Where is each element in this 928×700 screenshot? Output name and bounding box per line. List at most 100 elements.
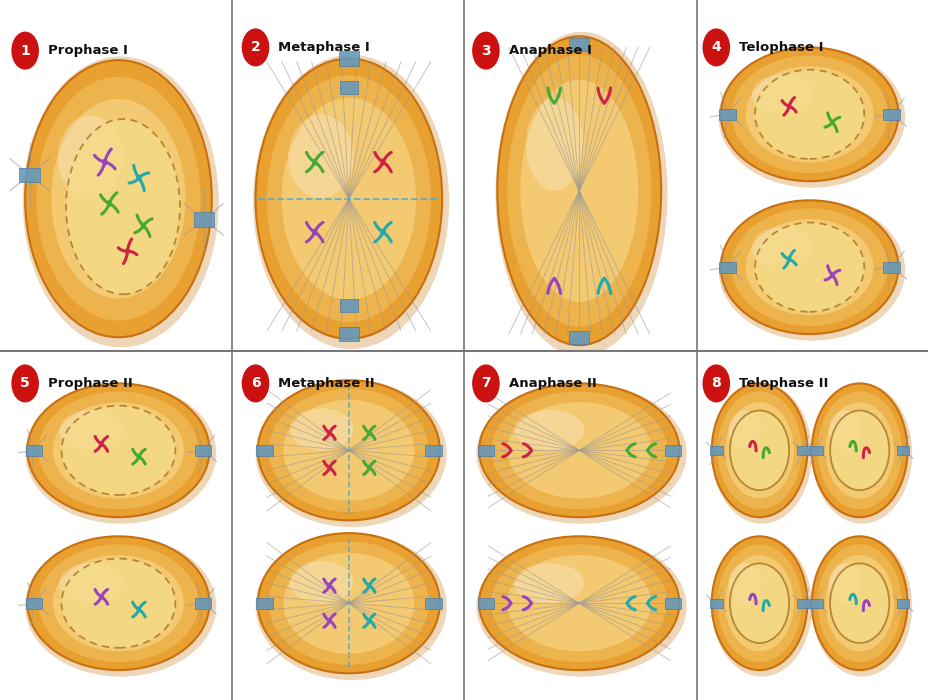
Text: 8: 8 <box>711 377 720 391</box>
Bar <box>896 446 909 455</box>
Bar <box>340 81 357 94</box>
Bar <box>256 444 273 456</box>
Ellipse shape <box>27 384 209 517</box>
Ellipse shape <box>729 410 788 490</box>
Bar <box>718 262 735 273</box>
Circle shape <box>108 201 111 206</box>
Circle shape <box>328 619 330 622</box>
Ellipse shape <box>507 55 651 327</box>
Ellipse shape <box>725 555 793 651</box>
Ellipse shape <box>711 384 806 517</box>
Bar <box>26 598 42 609</box>
Circle shape <box>472 365 498 402</box>
Ellipse shape <box>718 200 904 341</box>
Ellipse shape <box>728 410 761 450</box>
Circle shape <box>313 160 316 164</box>
Ellipse shape <box>811 384 907 517</box>
Text: Metaphase I: Metaphase I <box>278 41 369 54</box>
Bar <box>568 38 589 50</box>
Bar <box>195 598 211 609</box>
Ellipse shape <box>59 410 122 450</box>
Ellipse shape <box>830 564 888 643</box>
Ellipse shape <box>255 59 442 339</box>
Ellipse shape <box>824 402 893 498</box>
Ellipse shape <box>479 536 678 670</box>
Circle shape <box>367 466 370 470</box>
Circle shape <box>313 230 316 235</box>
Circle shape <box>100 442 103 446</box>
Ellipse shape <box>58 116 123 199</box>
Ellipse shape <box>268 542 429 665</box>
Ellipse shape <box>751 74 813 114</box>
Ellipse shape <box>520 80 638 302</box>
Ellipse shape <box>730 55 887 173</box>
Text: 1: 1 <box>20 43 30 57</box>
Circle shape <box>328 466 330 470</box>
Ellipse shape <box>495 32 667 356</box>
Bar <box>256 598 273 609</box>
Circle shape <box>328 584 330 587</box>
Ellipse shape <box>711 536 811 677</box>
Ellipse shape <box>496 36 661 345</box>
Ellipse shape <box>290 408 353 450</box>
Bar <box>709 446 722 455</box>
Text: 2: 2 <box>251 41 260 55</box>
Ellipse shape <box>255 533 446 680</box>
Bar <box>193 212 213 227</box>
Circle shape <box>830 273 833 277</box>
Ellipse shape <box>476 384 686 524</box>
Circle shape <box>12 32 38 69</box>
Circle shape <box>142 223 145 228</box>
Circle shape <box>702 29 728 66</box>
Bar <box>795 598 808 608</box>
Circle shape <box>367 584 370 587</box>
Bar <box>340 299 357 312</box>
Bar <box>664 598 680 609</box>
Circle shape <box>472 32 498 69</box>
Ellipse shape <box>25 60 212 337</box>
Ellipse shape <box>491 391 666 509</box>
Bar <box>477 598 494 609</box>
Circle shape <box>367 431 370 435</box>
Ellipse shape <box>507 402 651 498</box>
Ellipse shape <box>720 48 897 181</box>
Ellipse shape <box>36 77 200 321</box>
Bar <box>809 446 822 455</box>
Text: 5: 5 <box>20 377 30 391</box>
Ellipse shape <box>513 410 584 450</box>
Bar <box>883 262 899 273</box>
Circle shape <box>328 431 330 435</box>
Ellipse shape <box>27 536 209 670</box>
Circle shape <box>702 365 728 402</box>
Ellipse shape <box>745 219 872 315</box>
Ellipse shape <box>718 48 904 188</box>
Ellipse shape <box>720 200 897 334</box>
Ellipse shape <box>811 536 907 670</box>
Ellipse shape <box>22 57 218 347</box>
Bar <box>809 598 822 608</box>
Ellipse shape <box>61 406 175 495</box>
Bar <box>477 444 494 456</box>
Bar <box>795 446 808 455</box>
Ellipse shape <box>257 533 440 673</box>
Bar <box>195 444 211 456</box>
Ellipse shape <box>255 380 446 527</box>
Ellipse shape <box>38 391 199 509</box>
Ellipse shape <box>25 536 216 677</box>
Bar <box>424 598 441 609</box>
Ellipse shape <box>66 119 180 294</box>
Ellipse shape <box>811 384 911 524</box>
Ellipse shape <box>817 545 901 662</box>
Text: 3: 3 <box>481 43 490 57</box>
Ellipse shape <box>754 70 863 159</box>
Circle shape <box>787 257 790 261</box>
Ellipse shape <box>266 76 431 322</box>
Text: Metaphase II: Metaphase II <box>278 377 375 390</box>
Ellipse shape <box>751 227 813 267</box>
Bar <box>664 444 680 456</box>
Ellipse shape <box>525 98 583 190</box>
Ellipse shape <box>476 536 686 677</box>
Ellipse shape <box>716 391 801 509</box>
Bar <box>338 327 359 341</box>
Ellipse shape <box>730 209 887 326</box>
